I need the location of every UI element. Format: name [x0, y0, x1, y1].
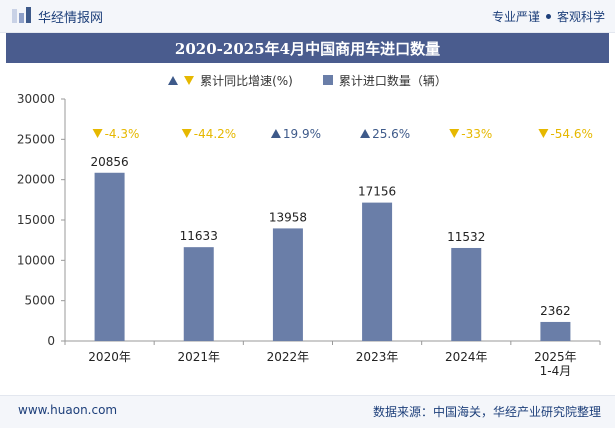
brand-name: 华经情报网	[38, 10, 104, 26]
growth-label: -44.2%	[194, 127, 236, 141]
bar	[183, 247, 214, 341]
bar-value-label: 11532	[447, 230, 485, 244]
triangle-down-icon	[184, 75, 195, 85]
growth-down-triangle-icon	[92, 129, 103, 138]
legend-item-growth: 累计同比增速(%)	[168, 72, 293, 89]
x-tick-label: 2020年	[88, 350, 131, 364]
bar	[540, 321, 571, 341]
bar	[94, 172, 125, 341]
bar-value-label: 17156	[358, 185, 396, 199]
growth-up-triangle-icon	[360, 129, 371, 138]
bar-chart: 0 5000 10000 15000 20000 25000 30000 20856 2020年…	[17, 92, 601, 378]
legend-label-growth: 累计同比增速(%)	[200, 73, 293, 88]
growth-label: -4.3%	[105, 127, 140, 141]
growth-label: 25.6%	[372, 127, 410, 141]
bar-value-label: 2362	[540, 304, 571, 318]
footer-bar: www.huaon.com 数据来源：中国海关，华经产业研究院整理	[0, 395, 615, 428]
legend-label-volume: 累计进口数量（辆）	[338, 73, 447, 88]
bar	[362, 202, 393, 341]
x-tick-label: 2025年	[534, 350, 577, 364]
growth-label: -54.6%	[550, 127, 592, 141]
y-tick-label: 15000	[17, 213, 55, 227]
legend-item-volume: 累计进口数量（辆）	[322, 72, 447, 89]
brand: 华经情报网	[12, 7, 104, 26]
legend-swatch-volume	[322, 75, 333, 85]
y-tick-label: 5000	[24, 294, 55, 308]
x-tick-label: 2023年	[356, 350, 399, 364]
triangle-up-icon	[168, 75, 179, 85]
growth-down-triangle-icon	[538, 129, 549, 138]
growth-label: 19.9%	[283, 127, 321, 141]
tagline-left: 专业严谨	[491, 10, 540, 24]
y-tick-label: 10000	[17, 253, 55, 267]
x-tick-label: 2022年	[267, 350, 310, 364]
growth-down-triangle-icon	[449, 129, 460, 138]
y-tick-label: 0	[47, 334, 55, 348]
footer-url: www.huaon.com	[18, 403, 118, 417]
y-tick-label: 25000	[17, 132, 55, 146]
x-tick-label: 1-4月	[540, 364, 572, 378]
growth-label: -33%	[461, 127, 492, 141]
separator-dot-icon	[545, 14, 551, 19]
top-bar: 华经情报网 专业严谨 客观科学	[0, 0, 615, 33]
bar-value-label: 11633	[180, 229, 218, 243]
y-tick-label: 20000	[17, 173, 55, 187]
tagline-right: 客观科学	[556, 10, 605, 24]
y-tick-label: 30000	[17, 92, 55, 106]
x-tick-label: 2021年	[177, 350, 220, 364]
tagline: 专业严谨 客观科学	[492, 8, 605, 25]
bar	[272, 228, 303, 341]
chart-title: 2020-2025年4月中国商用车进口数量	[6, 33, 609, 63]
bar-value-label: 20856	[90, 155, 128, 169]
x-tick-label: 2024年	[445, 350, 488, 364]
footer-source: 数据来源：中国海关，华经产业研究院整理	[372, 405, 601, 419]
bar-value-label: 13958	[269, 210, 307, 224]
growth-down-triangle-icon	[181, 129, 192, 138]
chart-legend: 累计同比增速(%) 累计进口数量（辆）	[0, 70, 615, 90]
brand-logo-icon	[12, 7, 31, 23]
bar	[451, 247, 482, 341]
growth-up-triangle-icon	[270, 129, 281, 138]
